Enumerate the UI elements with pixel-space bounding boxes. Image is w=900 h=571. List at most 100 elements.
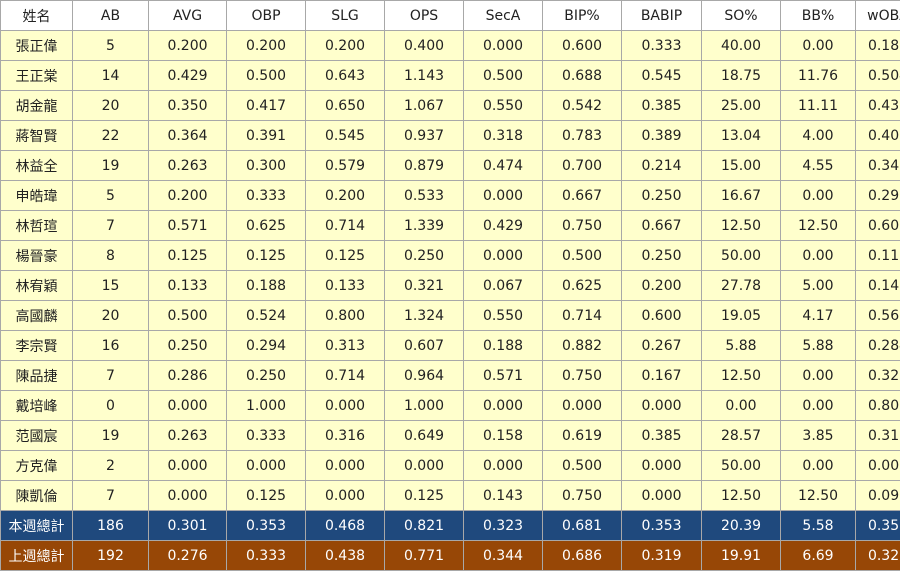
cell-babip: 0.250 <box>622 241 702 271</box>
cell-so-pct: 13.04 <box>702 121 781 151</box>
cell-bip-pct: 0.500 <box>543 451 622 481</box>
cell-obp: 0.294 <box>227 331 306 361</box>
cell-seca: 0.429 <box>464 211 543 241</box>
cell-seca: 0.318 <box>464 121 543 151</box>
cell-player-name: 林哲瑄 <box>1 211 73 241</box>
cell-bip-pct: 0.700 <box>543 151 622 181</box>
cell-avg: 0.263 <box>149 421 227 451</box>
cell-player-name: 方克偉 <box>1 451 73 481</box>
cell-avg: 0.000 <box>149 391 227 421</box>
cell-bip-pct: 0.688 <box>543 61 622 91</box>
cell-bb-pct: 11.76 <box>781 61 856 91</box>
cell-obp: 0.200 <box>227 31 306 61</box>
cell-slg: 0.316 <box>306 421 385 451</box>
cell-obp: 0.188 <box>227 271 306 301</box>
cell-ops: 1.067 <box>385 91 464 121</box>
cell-babip: 0.000 <box>622 481 702 511</box>
cell-babip: 0.000 <box>622 391 702 421</box>
cell-babip: 0.385 <box>622 91 702 121</box>
cell-ab: 2 <box>73 451 149 481</box>
cell-woba: 0.431 <box>856 91 900 121</box>
cell-woba: 0.188 <box>856 31 900 61</box>
cell-ab: 5 <box>73 181 149 211</box>
cell-slg: 0.125 <box>306 241 385 271</box>
cell-player-name: 陳品捷 <box>1 361 73 391</box>
cell-player-name: 林宥穎 <box>1 271 73 301</box>
cell-bip-pct: 0.542 <box>543 91 622 121</box>
total-cell-slg: 0.468 <box>306 511 385 541</box>
cell-ab: 19 <box>73 421 149 451</box>
cell-ab: 5 <box>73 31 149 61</box>
cell-avg: 0.350 <box>149 91 227 121</box>
cell-woba: 0.561 <box>856 301 900 331</box>
cell-seca: 0.067 <box>464 271 543 301</box>
cell-bb-pct: 11.11 <box>781 91 856 121</box>
total-cell-obp: 0.353 <box>227 511 306 541</box>
header-seca: SecA <box>464 1 543 31</box>
cell-avg: 0.571 <box>149 211 227 241</box>
header-babip: BABIP <box>622 1 702 31</box>
cell-ops: 0.937 <box>385 121 464 151</box>
cell-avg: 0.000 <box>149 481 227 511</box>
cell-woba: 0.325 <box>856 361 900 391</box>
cell-bip-pct: 0.000 <box>543 391 622 421</box>
cell-seca: 0.000 <box>464 181 543 211</box>
cell-ops: 0.000 <box>385 451 464 481</box>
cell-woba: 0.405 <box>856 121 900 151</box>
cell-so-pct: 0.00 <box>702 391 781 421</box>
cell-slg: 0.313 <box>306 331 385 361</box>
cell-obp: 0.391 <box>227 121 306 151</box>
cell-obp: 0.500 <box>227 61 306 91</box>
cell-so-pct: 15.00 <box>702 151 781 181</box>
cell-ab: 20 <box>73 91 149 121</box>
cell-babip: 0.167 <box>622 361 702 391</box>
cell-player-name: 陳凱倫 <box>1 481 73 511</box>
cell-bb-pct: 0.00 <box>781 31 856 61</box>
cell-bip-pct: 0.714 <box>543 301 622 331</box>
cell-ops: 0.879 <box>385 151 464 181</box>
cell-seca: 0.000 <box>464 31 543 61</box>
cell-player-name: 高國麟 <box>1 301 73 331</box>
cell-player-name: 蔣智賢 <box>1 121 73 151</box>
total-cell-obp: 0.333 <box>227 541 306 571</box>
cell-player-name: 申皓瑋 <box>1 181 73 211</box>
cell-ops: 0.964 <box>385 361 464 391</box>
cell-slg: 0.200 <box>306 31 385 61</box>
cell-avg: 0.500 <box>149 301 227 331</box>
header-avg: AVG <box>149 1 227 31</box>
cell-slg: 0.545 <box>306 121 385 151</box>
cell-bb-pct: 5.88 <box>781 331 856 361</box>
cell-woba: 0.290 <box>856 181 900 211</box>
cell-avg: 0.286 <box>149 361 227 391</box>
cell-ops: 0.321 <box>385 271 464 301</box>
cell-woba: 0.504 <box>856 61 900 91</box>
cell-so-pct: 12.50 <box>702 211 781 241</box>
cell-bb-pct: 0.00 <box>781 451 856 481</box>
total-cell-slg: 0.438 <box>306 541 385 571</box>
header-slg: SLG <box>306 1 385 31</box>
header-player-name: 姓名 <box>1 1 73 31</box>
total-cell-woba: 0.355 <box>856 511 900 541</box>
cell-ab: 7 <box>73 481 149 511</box>
cell-babip: 0.200 <box>622 271 702 301</box>
cell-seca: 0.188 <box>464 331 543 361</box>
cell-ops: 1.143 <box>385 61 464 91</box>
cell-babip: 0.250 <box>622 181 702 211</box>
cell-bip-pct: 0.667 <box>543 181 622 211</box>
cell-avg: 0.200 <box>149 31 227 61</box>
cell-slg: 0.133 <box>306 271 385 301</box>
cell-so-pct: 25.00 <box>702 91 781 121</box>
cell-bb-pct: 0.00 <box>781 181 856 211</box>
cell-player-name: 王正棠 <box>1 61 73 91</box>
cell-slg: 0.714 <box>306 211 385 241</box>
cell-woba: 0.603 <box>856 211 900 241</box>
cell-avg: 0.263 <box>149 151 227 181</box>
